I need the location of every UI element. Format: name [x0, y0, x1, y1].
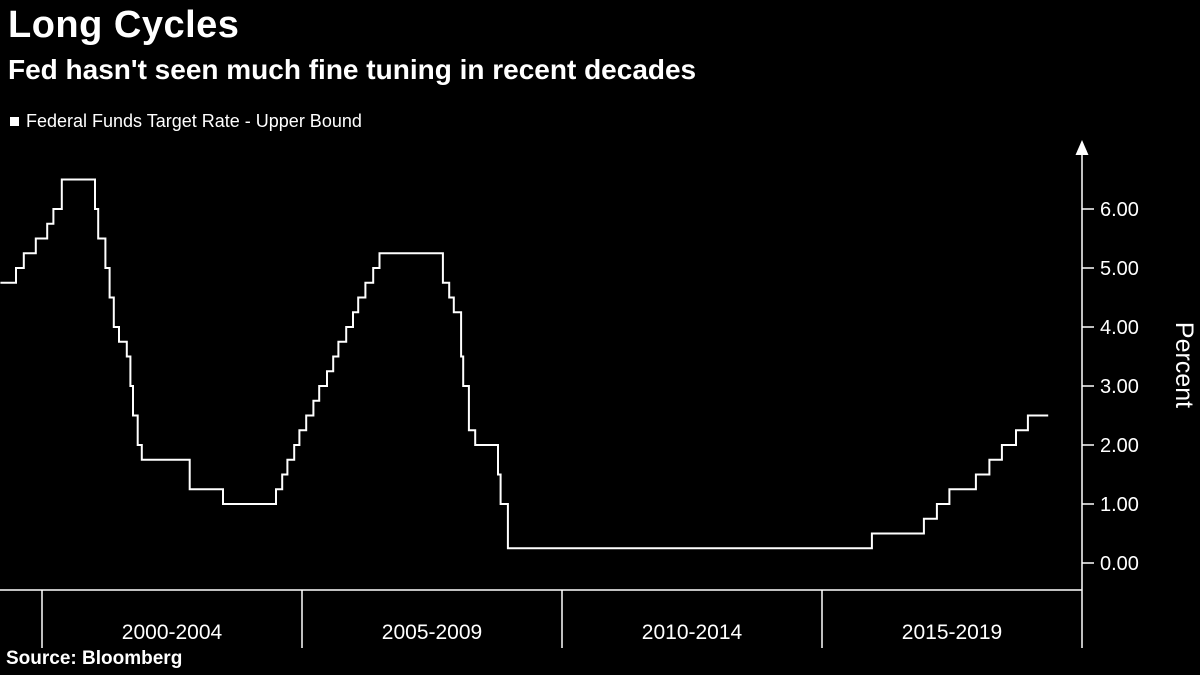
source-note: Source: Bloomberg [6, 648, 183, 669]
y-axis-arrow-icon [1075, 140, 1089, 155]
x-tick-label: 2015-2019 [902, 621, 1002, 644]
x-tick-label: 2000-2004 [122, 621, 223, 644]
y-axis-title: Percent [1170, 322, 1198, 408]
y-tick-label: 5.00 [1100, 258, 1139, 280]
y-tick-label: 6.00 [1100, 199, 1139, 221]
legend-label: Federal Funds Target Rate - Upper Bound [26, 111, 362, 131]
series-line [0, 178, 1049, 550]
y-tick-label: 4.00 [1100, 317, 1139, 339]
legend-swatch-icon [10, 117, 19, 126]
chart-subtitle: Fed hasn't seen much fine tuning in rece… [8, 54, 697, 85]
y-tick-label: 2.00 [1100, 435, 1139, 457]
y-tick-label: 3.00 [1100, 376, 1139, 398]
x-tick-label: 2005-2009 [382, 621, 482, 644]
chart-title: Long Cycles [8, 4, 240, 46]
y-tick-label: 1.00 [1100, 494, 1139, 516]
y-tick-label: 0.00 [1100, 553, 1139, 575]
legend: Federal Funds Target Rate - Upper Bound [10, 111, 362, 132]
x-tick-label: 2010-2014 [642, 621, 743, 644]
